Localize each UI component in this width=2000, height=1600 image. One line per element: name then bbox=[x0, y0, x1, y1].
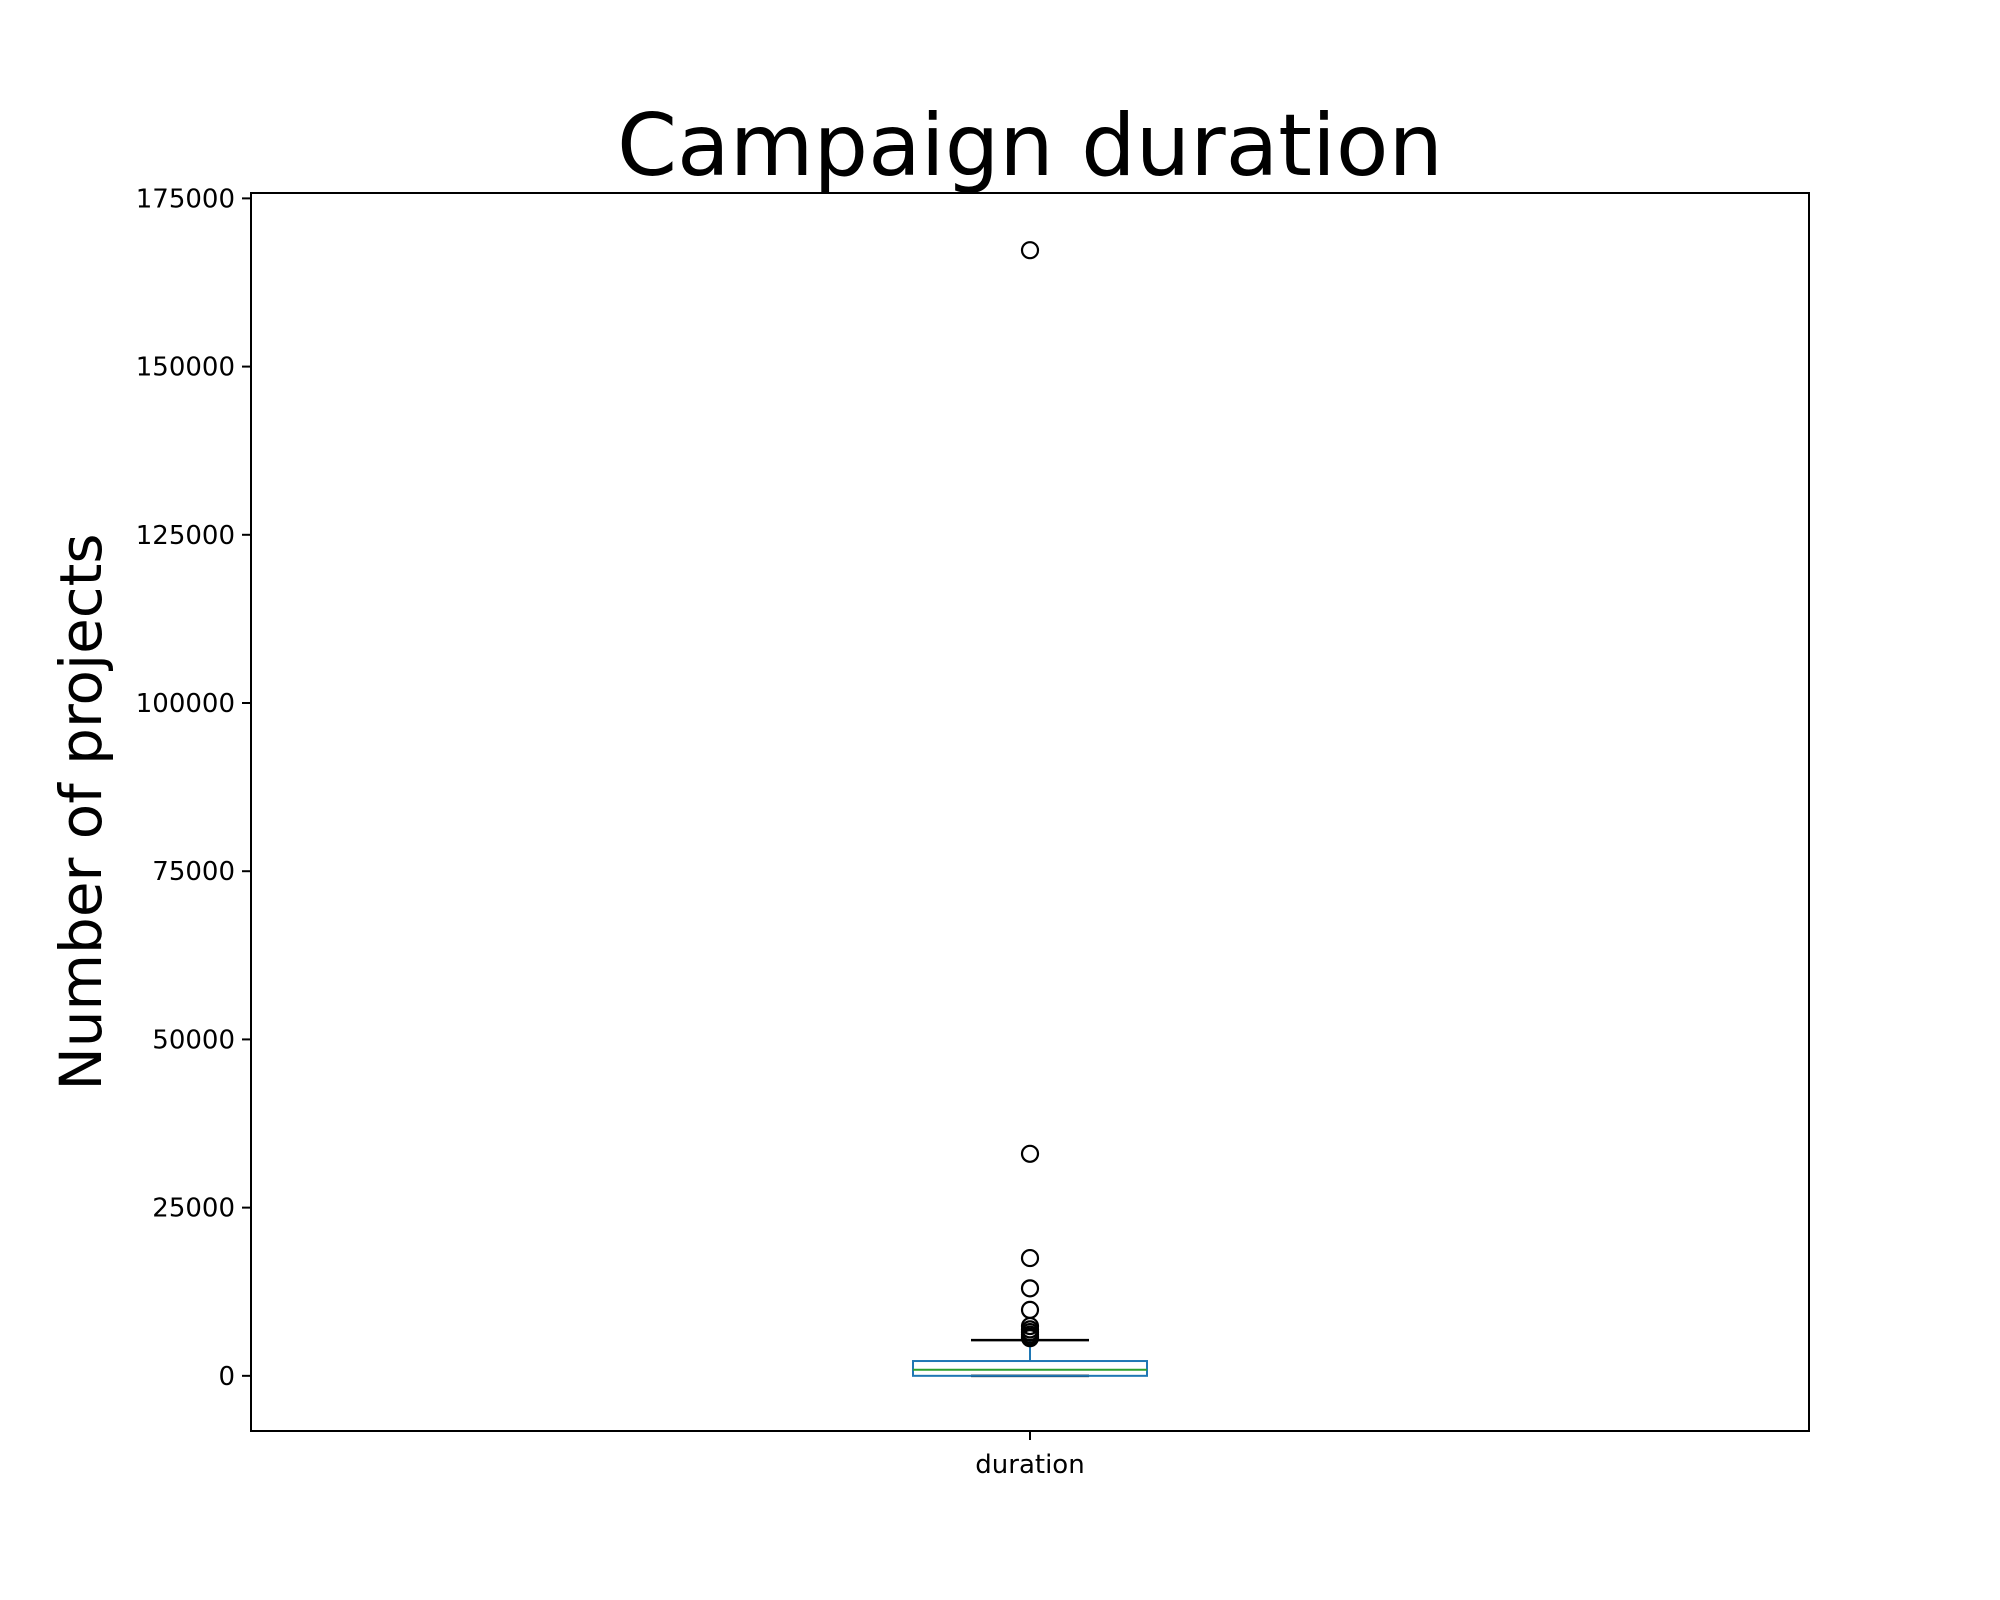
outlier-point bbox=[1020, 1248, 1040, 1268]
outlier-point bbox=[1020, 1279, 1040, 1298]
y-tick-label: 75000 bbox=[152, 857, 235, 887]
y-tick-label: 0 bbox=[218, 1362, 235, 1392]
y-tick-label: 125000 bbox=[136, 521, 235, 551]
plot-area-frame bbox=[250, 192, 1810, 1432]
y-tick-label: 100000 bbox=[136, 689, 235, 719]
chart-title: Campaign duration bbox=[617, 96, 1443, 196]
outlier-point bbox=[1020, 241, 1040, 260]
outlier-point bbox=[1020, 1300, 1040, 1319]
x-tick-label: duration bbox=[975, 1450, 1084, 1480]
interquartile-box bbox=[912, 1360, 1148, 1377]
y-tick-label: 50000 bbox=[152, 1025, 235, 1055]
box-group bbox=[912, 1338, 1148, 1378]
y-tick-label: 150000 bbox=[136, 353, 235, 383]
outliers-group bbox=[1020, 241, 1040, 1348]
axis-ticks: 0 25000 50000 75000 100000 125000 150000 175000… bbox=[136, 184, 1085, 1480]
outlier-point bbox=[1020, 1144, 1040, 1163]
y-axis-label: Number of projects bbox=[47, 533, 115, 1090]
y-tick-label: 175000 bbox=[136, 184, 235, 214]
y-tick-label: 25000 bbox=[152, 1194, 235, 1224]
outlier-point bbox=[1020, 1329, 1040, 1348]
